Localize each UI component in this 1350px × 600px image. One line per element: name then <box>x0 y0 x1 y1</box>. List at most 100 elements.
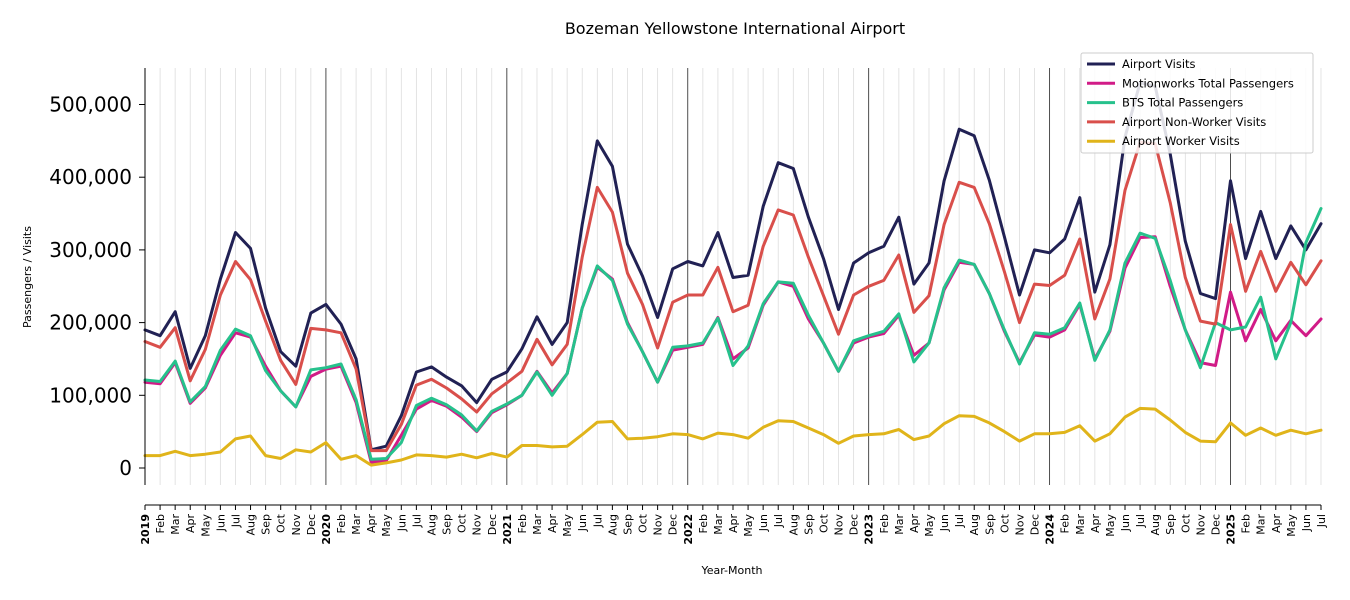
x-tick-label: Aug <box>1149 514 1162 535</box>
chart-title: Bozeman Yellowstone International Airpor… <box>565 19 905 38</box>
x-tick-label: Mar <box>169 514 182 535</box>
y-tick-label: 300,000 <box>49 238 132 262</box>
x-tick-label: Sep <box>1164 514 1177 535</box>
x-tick-label: Jun <box>1300 514 1313 532</box>
x-tick-label: 2023 <box>863 514 876 545</box>
x-tick-label: Jul <box>591 514 604 528</box>
x-tick-label: Sep <box>621 514 634 535</box>
x-tick-label: Jun <box>576 514 589 532</box>
y-tick-label: 500,000 <box>49 93 132 117</box>
x-tick-label: May <box>742 514 755 537</box>
legend-label: Airport Visits <box>1122 57 1196 71</box>
x-tick-label: Nov <box>652 514 665 536</box>
x-tick-label: 2022 <box>682 514 695 545</box>
x-tick-label: Oct <box>637 513 650 533</box>
x-tick-label: Dec <box>305 514 318 535</box>
x-tick-label: 2019 <box>139 514 152 545</box>
y-tick-label: 400,000 <box>49 165 132 189</box>
axis-layer: 0 100,000 200,000 300,000 400,000 500,000 2019… <box>49 68 1328 545</box>
x-tick-label: Jul <box>1315 514 1328 528</box>
x-tick-label: Nov <box>833 514 846 536</box>
x-tick-label: Apr <box>184 514 197 534</box>
y-tick-label: 100,000 <box>49 383 132 407</box>
x-tick-label: May <box>923 514 936 537</box>
x-tick-label: Aug <box>245 514 258 535</box>
grid-layer <box>144 68 1322 485</box>
x-tick-label: Jul <box>1134 514 1147 528</box>
legend-label: Airport Worker Visits <box>1122 134 1240 148</box>
x-tick-label: Apr <box>1089 514 1102 534</box>
x-tick-label: May <box>1104 514 1117 537</box>
x-tick-label: Dec <box>667 514 680 535</box>
x-tick-label: Sep <box>983 514 996 535</box>
x-tick-label: Mar <box>712 514 725 535</box>
x-tick-label: Mar <box>531 514 544 535</box>
x-tick-label: Mar <box>350 514 363 535</box>
x-tick-label: Feb <box>154 514 167 533</box>
x-tick-label: Mar <box>1074 514 1087 535</box>
x-tick-label: Feb <box>1240 514 1253 533</box>
y-tick-label: 0 <box>119 456 132 480</box>
x-tick-label: Jul <box>410 514 423 528</box>
x-tick-label: 2021 <box>501 514 514 545</box>
x-tick-label: 2020 <box>320 514 333 545</box>
legend-items: Airport Visits Motionworks Total Passenge… <box>1087 57 1294 148</box>
x-tick-label: Feb <box>335 514 348 533</box>
x-tick-label: Feb <box>878 514 891 533</box>
x-axis-label: Year-Month <box>700 564 762 577</box>
legend-label: BTS Total Passengers <box>1122 96 1243 110</box>
x-tick-label: Oct <box>817 513 830 533</box>
x-tick-label: Oct <box>1179 513 1192 533</box>
series-line-airport-non-worker-visits <box>143 140 1323 453</box>
x-tick-label: Feb <box>697 514 710 533</box>
x-tick-label: Oct <box>456 513 469 533</box>
legend-box <box>1080 52 1314 154</box>
legend: Airport Visits Motionworks Total Passenge… <box>1080 52 1314 154</box>
x-tick-label: Jun <box>757 514 770 532</box>
x-tick-label: 2025 <box>1225 514 1238 545</box>
x-tick-label: Oct <box>998 513 1011 533</box>
x-tick-label: Feb <box>516 514 529 533</box>
x-tick-label: Jun <box>1119 514 1132 532</box>
x-tick-label: Apr <box>1270 514 1283 534</box>
x-tick-label: Aug <box>425 514 438 535</box>
x-tick-label: Nov <box>1013 514 1026 536</box>
legend-label: Motionworks Total Passengers <box>1122 76 1294 90</box>
series-layer <box>143 81 1323 467</box>
x-tick-label: May <box>1285 514 1298 537</box>
x-tick-label: Jun <box>214 514 227 532</box>
x-tick-label: Aug <box>968 514 981 535</box>
x-tick-label: Apr <box>365 514 378 534</box>
y-tick-label: 200,000 <box>49 311 132 335</box>
x-tick-label: 2024 <box>1044 514 1057 545</box>
x-tick-label: Apr <box>546 514 559 534</box>
y-axis-label: Passengers / Visits <box>21 226 34 328</box>
x-tick-label: Apr <box>908 514 921 534</box>
x-tick-label: Nov <box>1194 514 1207 536</box>
legend-label: Airport Non-Worker Visits <box>1122 115 1266 129</box>
x-tick-label: May <box>561 514 574 537</box>
x-tick-label: Aug <box>787 514 800 535</box>
series-line-airport-worker-visits <box>143 406 1323 467</box>
x-tick-label: Sep <box>441 514 454 535</box>
series-line-bts-total-passengers <box>143 207 1323 461</box>
x-tick-label: Nov <box>290 514 303 536</box>
x-tick-label: Nov <box>471 514 484 536</box>
x-tick-label: Dec <box>1209 514 1222 535</box>
x-tick-label: Jun <box>938 514 951 532</box>
x-tick-label: Dec <box>1029 514 1042 535</box>
x-tick-label: Jul <box>772 514 785 528</box>
x-tick-label: Sep <box>802 514 815 535</box>
x-tick-label: Oct <box>275 513 288 533</box>
x-tick-label: Mar <box>1255 514 1268 535</box>
x-tick-label: Dec <box>848 514 861 535</box>
x-tick-label: Apr <box>727 514 740 534</box>
x-tick-label: Jul <box>229 514 242 528</box>
x-tick-label: May <box>199 514 212 537</box>
x-tick-label: Aug <box>606 514 619 535</box>
x-tick-label: Mar <box>893 514 906 535</box>
x-tick-label: May <box>380 514 393 537</box>
x-tick-label: Feb <box>1059 514 1072 533</box>
